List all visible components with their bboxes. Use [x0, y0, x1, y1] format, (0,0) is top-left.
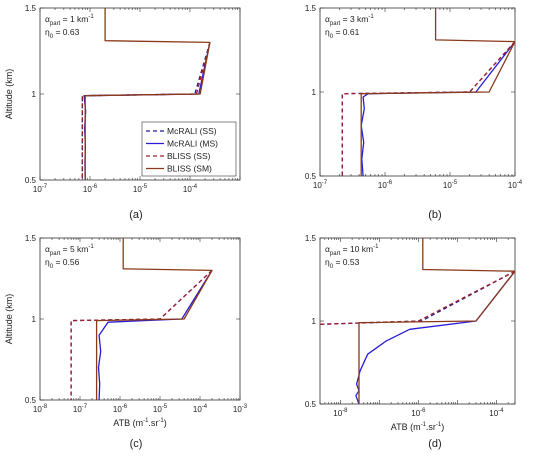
chart-panel-1: 10-7 10-6 10-5 10-4 0.5 1 1.5 Altitude (km) αpar…: [4, 4, 241, 221]
legend-box: [141, 121, 237, 177]
chart-panel-2: 10-7 10-6 10-5 10-4 0.5 1 1.5 αpart = 3 km-1η0 …: [305, 4, 523, 221]
annotation-eta: η0 = 0.56: [45, 257, 80, 270]
annotation-alpha: αpart = 10 km-1: [325, 244, 379, 257]
y-axis-label: Altitude (km): [4, 294, 14, 345]
y-tick-label: 1: [312, 317, 317, 326]
x-tick-label: 10-6: [411, 408, 426, 418]
y-tick-label: 0.5: [25, 176, 37, 185]
x-tick-label: 10-5: [443, 180, 458, 190]
x-tick-label: 10-8: [333, 408, 348, 418]
x-axis-label: ATB (m-1.sr-1): [113, 418, 167, 428]
series-group: [320, 238, 515, 404]
x-tick-label: 10-4: [508, 180, 523, 190]
x-tick-label: 10-7: [73, 404, 88, 414]
x-tick-label: 10-4: [183, 184, 198, 194]
series-line-bliss-sm: [358, 238, 515, 404]
x-tick-label: 10-8: [33, 404, 48, 414]
x-tick-label: 10-6: [378, 180, 393, 190]
y-tick-label: 1: [312, 88, 317, 97]
series-line-mcrali-ss: [341, 41, 515, 176]
series-line-bliss-sm: [95, 238, 213, 400]
panel-label: (c): [130, 438, 143, 450]
x-tick-label: 10-4: [489, 408, 504, 418]
x-tick-label: 10-5: [133, 184, 148, 194]
y-tick-label: 1.5: [305, 234, 317, 243]
series-line-mcrali-ss: [320, 270, 515, 325]
series-line-mcrali-ms: [360, 41, 515, 176]
x-tick-label: 10-7: [33, 184, 48, 194]
x-axis-label: ATB (m-1.sr-1): [391, 422, 445, 432]
panel-label: (a): [129, 209, 142, 221]
x-tick-label: 10-5: [153, 404, 168, 414]
annotation-alpha: αpart = 3 km-1: [325, 14, 374, 27]
y-tick-label: 0.5: [305, 400, 317, 409]
y-axis-label: Altitude (km): [4, 69, 14, 120]
series-line-bliss-ss: [70, 269, 213, 400]
y-tick-label: 1.5: [25, 4, 37, 13]
x-tick-label: 10-6: [113, 404, 128, 414]
legend: McRALI (SS) McRALI (MS) BLISS (SS) BLISS (S…: [141, 121, 237, 177]
annotation-alpha: αpart = 1 km-1: [45, 14, 94, 27]
series-line-bliss-sm: [84, 8, 211, 180]
series-line-bliss-ss: [320, 270, 515, 325]
y-tick-label: 1.5: [25, 234, 37, 243]
legend-entry: BLISS (SS): [167, 151, 211, 161]
x-tick-label: 10-4: [193, 404, 208, 414]
legend-entry: BLISS (SM): [167, 164, 212, 174]
y-tick-label: 1.5: [305, 4, 317, 13]
series-line-mcrali-ms: [97, 270, 213, 400]
chart-panel-4: 10-8 10-6 10-4 0.5 1 1.5 ATB (m-1.sr-1) αpart =…: [305, 234, 516, 450]
x-tick-label: 10-6: [83, 184, 98, 194]
y-tick-label: 1: [32, 90, 37, 99]
y-tick-label: 0.5: [25, 396, 37, 405]
legend-entry: McRALI (SS): [167, 126, 217, 136]
series-line-mcrali-ms: [355, 270, 515, 404]
annotation-alpha: αpart = 5 km-1: [45, 244, 94, 257]
y-tick-label: 1: [32, 315, 37, 324]
annotation-eta: η0 = 0.63: [45, 27, 80, 40]
series-line-bliss-ss: [341, 41, 515, 176]
series-group: [70, 238, 213, 400]
legend-entry: McRALI (MS): [167, 139, 218, 149]
series-line-bliss-sm: [360, 8, 515, 176]
annotation-eta: η0 = 0.53: [325, 257, 360, 270]
annotation-eta: η0 = 0.61: [325, 27, 360, 40]
series-group: [341, 8, 515, 176]
x-tick-label: 10-7: [313, 180, 328, 190]
series-group: [81, 8, 211, 180]
panel-label: (b): [428, 209, 441, 221]
x-tick-label: 10-3: [233, 404, 248, 414]
chart-panel-3: 10-8 10-7 10-6 10-5 10-4 10-3 0.5 1 1.5 Altitude …: [4, 234, 248, 450]
panel-label: (d): [428, 438, 441, 450]
y-tick-label: 0.5: [305, 172, 317, 181]
